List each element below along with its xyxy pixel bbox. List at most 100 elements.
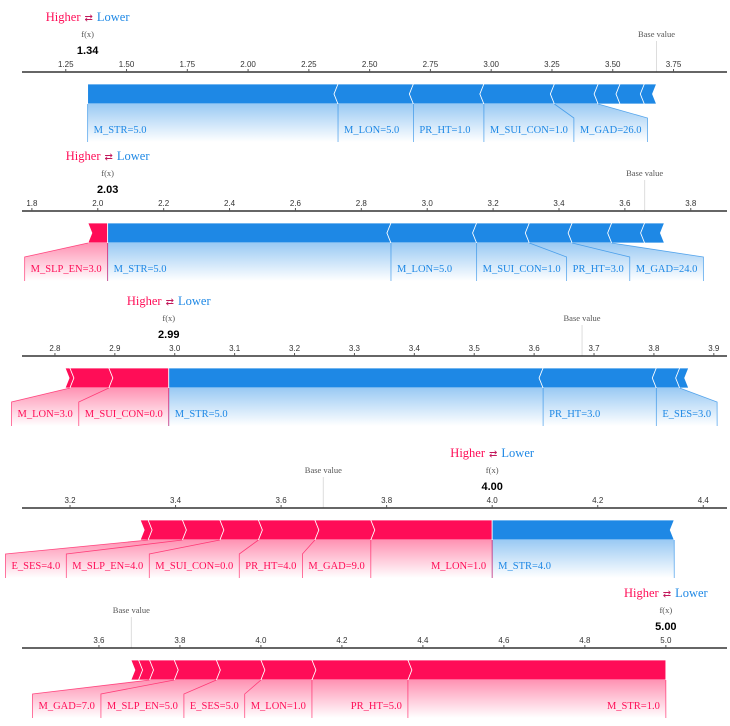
x-tick-label: 3.6 (619, 199, 631, 208)
feature-label: M_GAD=26.0 (580, 125, 642, 136)
force-segment-unlabeled (640, 222, 665, 244)
force-segment-M_LON=1.0 (260, 659, 317, 681)
label-connector-fill (656, 388, 718, 426)
force-segment-M_SLP_EN=5.0 (173, 659, 221, 681)
x-tick-label: 2.75 (423, 60, 439, 69)
force-segment-M_SUI_CON=0.0 (108, 367, 170, 389)
force-segment-M_LON=5.0 (386, 222, 478, 244)
feature-label-group: M_SUI_CON=1.0 (476, 243, 567, 281)
force-segment-E_SES=5.0 (215, 659, 266, 681)
feature-label: M_SUI_CON=0.0 (155, 561, 233, 572)
base-value-label: Base value (626, 168, 663, 178)
feature-label: M_STR=5.0 (94, 125, 147, 136)
label-connector-fill (483, 104, 574, 142)
x-tick-label: 1.50 (119, 60, 135, 69)
feature-label-group: E_SES=3.0 (655, 387, 718, 426)
higher-lower-legend: Higher ⇄ Lower (46, 10, 131, 24)
feature-label: M_SUI_CON=1.0 (490, 125, 568, 136)
swap-arrows-icon: ⇄ (105, 152, 113, 163)
force-segment-M_LON=1.0 (370, 519, 493, 541)
x-tick-label: 3.3 (349, 344, 361, 353)
label-connector-fill (100, 680, 217, 718)
label-connector-line (572, 242, 631, 281)
label-connector-line (24, 242, 88, 281)
force-segment-PR_HT=1.0 (408, 83, 485, 105)
x-tick-label: 2.4 (224, 199, 236, 208)
force-segment-M_STR=4.0 (491, 519, 675, 541)
force-segment-M_STR=1.0 (407, 659, 667, 681)
x-tick-label: 3.8 (174, 636, 186, 645)
label-connector-line (100, 679, 175, 718)
label-connector-line (183, 679, 217, 718)
feature-label-group: PR_HT=1.0 (412, 104, 484, 142)
feature-label: M_SUI_CON=0.0 (85, 409, 163, 420)
x-tick-label: 4.2 (592, 496, 604, 505)
force-segment-M_SUI_CON=1.0 (479, 83, 555, 105)
feature-label: M_STR=5.0 (114, 264, 167, 275)
force-segment-M_GAD=9.0 (314, 519, 376, 541)
x-tick-label: 4.0 (487, 496, 499, 505)
force-segment-M_SLP_EN=4.0 (181, 519, 225, 541)
x-tick-label: 4.6 (498, 636, 510, 645)
feature-label: PR_HT=1.0 (419, 125, 470, 136)
feature-label-group: M_STR=5.0 (87, 104, 339, 142)
force-segment-E_SES=4.0 (147, 519, 187, 541)
feature-label: M_LON=5.0 (397, 264, 452, 275)
force-segment-M_GAD=7.0 (148, 659, 179, 681)
x-tick-label: 2.50 (362, 60, 378, 69)
swap-arrows-icon: ⇄ (84, 13, 92, 24)
legend-higher: Higher (450, 446, 486, 460)
x-tick-label: 3.6 (93, 636, 105, 645)
force-plot-2: Higher ⇄ Lower f(x) 2.03 Base value 1.8 2.0 2.2 2… (0, 139, 730, 289)
base-value-label: Base value (113, 605, 150, 615)
label-connector-fill (244, 680, 312, 718)
feature-label-group: M_STR=4.0 (491, 540, 675, 578)
label-connector-line (11, 387, 71, 426)
swap-arrows-icon: ⇄ (166, 297, 174, 308)
x-tick-label: 3.75 (666, 60, 682, 69)
label-connector-line (78, 387, 110, 426)
label-connector-fill (370, 540, 493, 578)
force-segment-M_SUI_CON=0.0 (219, 519, 263, 541)
label-connector-fill (311, 680, 408, 718)
higher-lower-legend: Higher ⇄ Lower (624, 586, 709, 600)
label-connector-fill (543, 388, 657, 426)
x-tick-label: 3.4 (170, 496, 182, 505)
label-connector-line (32, 679, 150, 718)
feature-label-group: M_STR=5.0 (168, 388, 544, 426)
x-tick-label: 4.2 (336, 636, 348, 645)
x-tick-label: 3.1 (229, 344, 241, 353)
x-tick-label: 3.0 (422, 199, 434, 208)
label-connector-fill (572, 243, 704, 281)
x-tick-label: 1.75 (180, 60, 196, 69)
x-tick-label: 4.8 (579, 636, 591, 645)
force-segment-unlabeled (607, 222, 646, 244)
label-connector-fill (476, 243, 567, 281)
legend-higher: Higher (46, 10, 82, 24)
x-tick-label: 2.0 (92, 199, 104, 208)
label-connector-line (65, 539, 183, 578)
x-tick-label: 2.6 (290, 199, 302, 208)
legend-lower: Lower (178, 294, 211, 308)
feature-label-group: M_GAD=24.0 (572, 242, 704, 281)
fx-title: f(x) (81, 29, 94, 39)
x-tick-label: 2.8 (49, 344, 61, 353)
label-connector-line (529, 242, 568, 281)
feature-label-group: M_SUI_CON=0.0 (78, 388, 170, 426)
feature-label-group: PR_HT=4.0 (239, 539, 316, 578)
label-connector-fill (32, 680, 175, 718)
label-connector-fill (107, 243, 391, 281)
force-segment-PR_HT=5.0 (311, 659, 413, 681)
force-plot-4: Higher ⇄ Lower f(x) 4.00 Base value 3.2 3.4 3.6 3… (0, 436, 730, 586)
x-tick-label: 3.4 (409, 344, 421, 353)
feature-label-group: M_SLP_EN=5.0 (100, 679, 217, 718)
fx-value: 1.34 (77, 45, 99, 57)
feature-label: E_SES=5.0 (190, 701, 239, 712)
higher-lower-legend: Higher ⇄ Lower (66, 149, 151, 163)
x-tick-label: 3.50 (605, 60, 621, 69)
x-tick-label: 2.9 (109, 344, 121, 353)
label-connector-fill (149, 540, 259, 578)
force-plot-5: Higher ⇄ Lower f(x) 5.00 Base value 3.6 3.8 4.0 4… (0, 576, 730, 726)
x-tick-label: 2.25 (301, 60, 317, 69)
